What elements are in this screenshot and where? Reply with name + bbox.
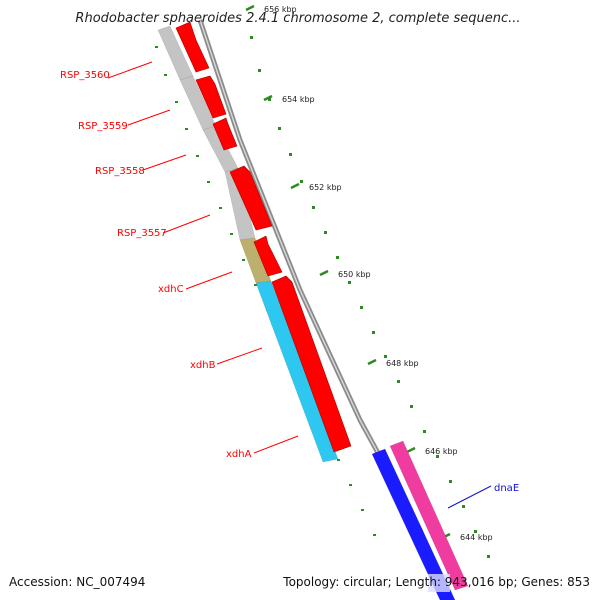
tick-dot <box>349 484 352 486</box>
gene-label-leader <box>216 347 263 365</box>
gene-label-leader <box>107 61 153 79</box>
tick-dot <box>384 355 387 358</box>
forward-gene-feature <box>271 275 352 453</box>
gene-label-leader <box>447 485 492 509</box>
tick-dot <box>462 505 465 508</box>
summary-text: Topology: circular; Length: 943,016 bp; … <box>282 575 590 589</box>
tick-dot <box>300 180 303 183</box>
major-tick <box>319 269 329 277</box>
forward-gene-feature <box>175 21 210 73</box>
tick-dot <box>312 206 315 209</box>
gene-label-leader <box>127 109 171 126</box>
major-tick <box>367 358 377 366</box>
tick-dot <box>410 405 413 408</box>
tick-dot <box>423 430 426 433</box>
forward-gene-feature <box>229 165 273 231</box>
forward-gene-feature <box>253 235 283 277</box>
gene-label-xdhC: xdhC <box>158 284 184 295</box>
tick-label: 648 kbp <box>386 359 419 368</box>
tick-label: 654 kbp <box>282 95 315 104</box>
tick-label: 644 kbp <box>460 533 493 542</box>
tick-dot <box>336 256 339 259</box>
label-layer: RSP_3560 RSP_3559 RSP_3558 RSP_3557 xdhC xdhB… <box>60 61 519 509</box>
gene-label-xdhB: xdhB <box>190 360 216 371</box>
tick-dot <box>242 259 245 261</box>
tick-dot <box>258 69 261 72</box>
gene-label-RSP_3560: RSP_3560 <box>60 70 110 81</box>
major-tick <box>290 182 300 190</box>
gene-layer <box>157 21 469 600</box>
gene-label-dnaE: dnaE <box>494 483 519 494</box>
tick-dot <box>219 207 222 209</box>
tick-dot <box>324 231 327 234</box>
gene-label-leader <box>142 154 187 171</box>
gene-dnaE-strand-blue <box>371 448 456 600</box>
tick-dot <box>230 233 233 235</box>
tick-dot <box>250 36 253 39</box>
gene-dnaE-strand-pink <box>389 440 469 591</box>
forward-gene-feature <box>212 117 238 151</box>
tick-label: 656 kbp <box>264 5 297 14</box>
tick-label: 646 kbp <box>425 447 458 456</box>
tick-dot <box>254 284 257 286</box>
tick-dot <box>289 153 292 156</box>
tick-label: 652 kbp <box>309 183 342 192</box>
tick-dot <box>268 98 271 101</box>
major-tick <box>406 446 416 454</box>
tick-dot <box>164 74 167 76</box>
tick-dot <box>337 459 340 461</box>
tick-dot <box>360 306 363 309</box>
gene-label-xdhA: xdhA <box>226 449 252 460</box>
gene-label-RSP_3557: RSP_3557 <box>117 228 167 239</box>
tick-dot <box>175 101 178 103</box>
tick-dot <box>361 509 364 511</box>
tick-dot <box>397 380 400 383</box>
forward-gene-feature <box>195 75 227 119</box>
gene-xdhB-strand <box>255 280 339 463</box>
tick-dot <box>373 534 376 536</box>
tick-dot <box>278 127 281 130</box>
tick-label: 650 kbp <box>338 270 371 279</box>
tick-layer: 656 kbp 654 kbp 652 kbp 650 kbp 648 kbp 646 k… <box>155 4 493 558</box>
tick-dot <box>207 181 210 183</box>
tick-dot <box>185 128 188 130</box>
gene-label-leader <box>253 435 299 454</box>
tick-dot <box>449 480 452 483</box>
major-tick <box>245 4 255 12</box>
summary-highlight-box <box>428 574 450 592</box>
map-title: Rhodobacter sphaeroides 2.4.1 chromosome… <box>75 11 520 26</box>
major-tick <box>263 94 273 102</box>
tick-dot <box>348 281 351 284</box>
tick-dot <box>372 331 375 334</box>
tick-dot <box>487 555 490 558</box>
accession-text: Accession: NC_007494 <box>9 575 145 589</box>
gene-label-leader <box>185 271 233 290</box>
tick-dot <box>436 455 439 458</box>
tick-dot <box>155 46 158 48</box>
gene-label-RSP_3558: RSP_3558 <box>95 166 145 177</box>
tick-dot <box>474 530 477 533</box>
gene-label-leader <box>162 214 211 234</box>
gene-label-RSP_3559: RSP_3559 <box>78 121 128 132</box>
tick-dot <box>196 155 199 157</box>
